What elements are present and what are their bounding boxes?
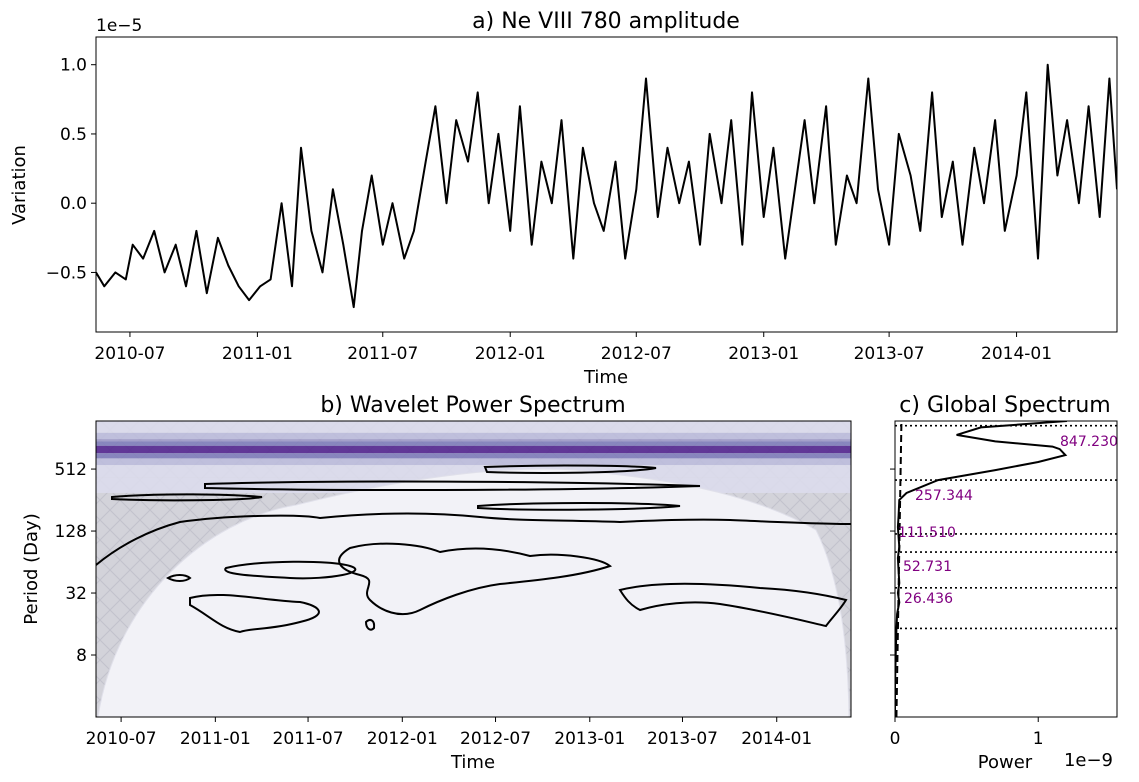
power-band [96,432,851,440]
contour-mid [477,502,681,511]
panel-b-y-tick-label: 128 [55,522,87,542]
panel-b-cone-of-influence [97,468,850,717]
power-band [96,421,851,433]
power-band [96,441,851,446]
panel-a-x-tick-label: 2012-07 [601,344,672,364]
panel-a-x-ticks: 2010-07 2011-01 2011-07 2012-01 2012-07 2013-… [94,332,1052,364]
panel-a-x-tick-label: 2011-01 [222,344,293,364]
panel-c-x-tick-label: 0 [890,729,901,749]
panel-a-y-ticks: −0.5 0.0 0.5 1.0 [46,56,96,283]
panel-a-x-axis-label: Time [583,367,628,388]
contour-blob-4 [618,582,848,628]
panel-b-x-axis-label: Time [450,752,495,773]
panel-b-x-tick-label: 2014-01 [741,729,812,749]
panel-a-x-tick-label: 2013-01 [728,344,799,364]
panel-b-x-tick-label: 2011-07 [273,729,344,749]
panel-b-x-tick-label: 2013-07 [647,729,718,749]
panel-a: a) Ne VIII 780 amplitude 1e−5 Variation … [9,9,1118,388]
panel-c-peak-labels: 847.230 257.344 111.510 52.731 26.436 [898,434,1118,607]
panel-c-peak-label: 52.731 [903,559,952,575]
panel-b-title: b) Wavelet Power Spectrum [320,393,625,418]
panel-a-title: a) Ne VIII 780 amplitude [472,9,740,34]
panel-b-y-ticks: 8 32 128 512 [55,460,96,666]
panel-b-x-tick-label: 2013-01 [554,729,625,749]
panel-c: c) Global Spectrum Power 1e−9 847.230 257… [890,393,1118,773]
panel-b: b) Wavelet Power Spectrum Period (Day) T… [21,393,852,773]
panel-a-x-tick-label: 2012-01 [475,344,546,364]
panel-b-contours [96,464,851,634]
panel-a-y-tick-label: 0.5 [60,125,87,145]
panel-b-x-tick-label: 2012-01 [367,729,438,749]
panel-a-x-tick-label: 2011-07 [347,344,418,364]
panel-a-y-scale-label: 1e−5 [96,16,142,36]
panel-c-peak-label: 26.436 [904,591,953,607]
panel-c-peak-label: 111.510 [898,525,956,541]
panel-b-x-tick-label: 2010-07 [86,729,157,749]
panel-b-x-ticks: 2010-07 2011-01 2011-07 2012-01 2012-07 2013-… [86,717,812,749]
panel-c-spectrum-line [895,421,1068,717]
power-band [96,458,851,466]
contour-top-1 [483,464,657,474]
contour-top-2 [204,480,701,492]
contour-blob-6 [364,619,376,631]
panel-a-y-tick-label: 0.0 [60,194,87,214]
panel-c-frame [894,420,1118,718]
panel-b-y-tick-label: 8 [76,646,87,666]
contour-right [96,512,851,566]
panel-c-x-scale-label: 1e−9 [1064,750,1113,771]
contour-blob-3 [338,542,613,616]
power-band [96,445,851,454]
panel-a-frame [95,36,1118,333]
panel-a-series-line [96,63,1117,309]
panel-c-peak-label: 257.344 [915,488,973,504]
panel-c-x-axis-label: Power [978,752,1033,773]
contour-blob-5 [165,574,192,582]
contour-blob-2 [189,593,320,634]
panel-a-y-tick-label: −0.5 [46,263,87,283]
panel-b-frame [95,420,852,718]
panel-a-x-tick-label: 2010-07 [94,344,165,364]
panel-b-x-tick-label: 2012-07 [460,729,531,749]
panel-c-title: c) Global Spectrum [899,393,1110,418]
power-band [96,453,851,459]
panel-c-y-ticks [890,468,895,656]
panel-a-x-tick-label: 2014-01 [981,344,1052,364]
power-band [96,439,851,442]
panel-a-y-tick-label: 1.0 [60,56,87,76]
panel-b-y-axis-label: Period (Day) [21,513,42,624]
contour-left [111,493,263,502]
panel-c-x-tick-label: 1 [1033,729,1044,749]
panel-c-peak-label: 847.230 [1060,434,1118,450]
panel-b-y-tick-label: 32 [65,584,87,604]
panel-b-y-tick-label: 512 [55,460,87,480]
power-band [96,465,851,478]
panel-b-x-tick-label: 2011-01 [180,729,251,749]
panel-a-x-tick-label: 2013-07 [854,344,925,364]
panel-a-y-axis-label: Variation [9,145,30,225]
